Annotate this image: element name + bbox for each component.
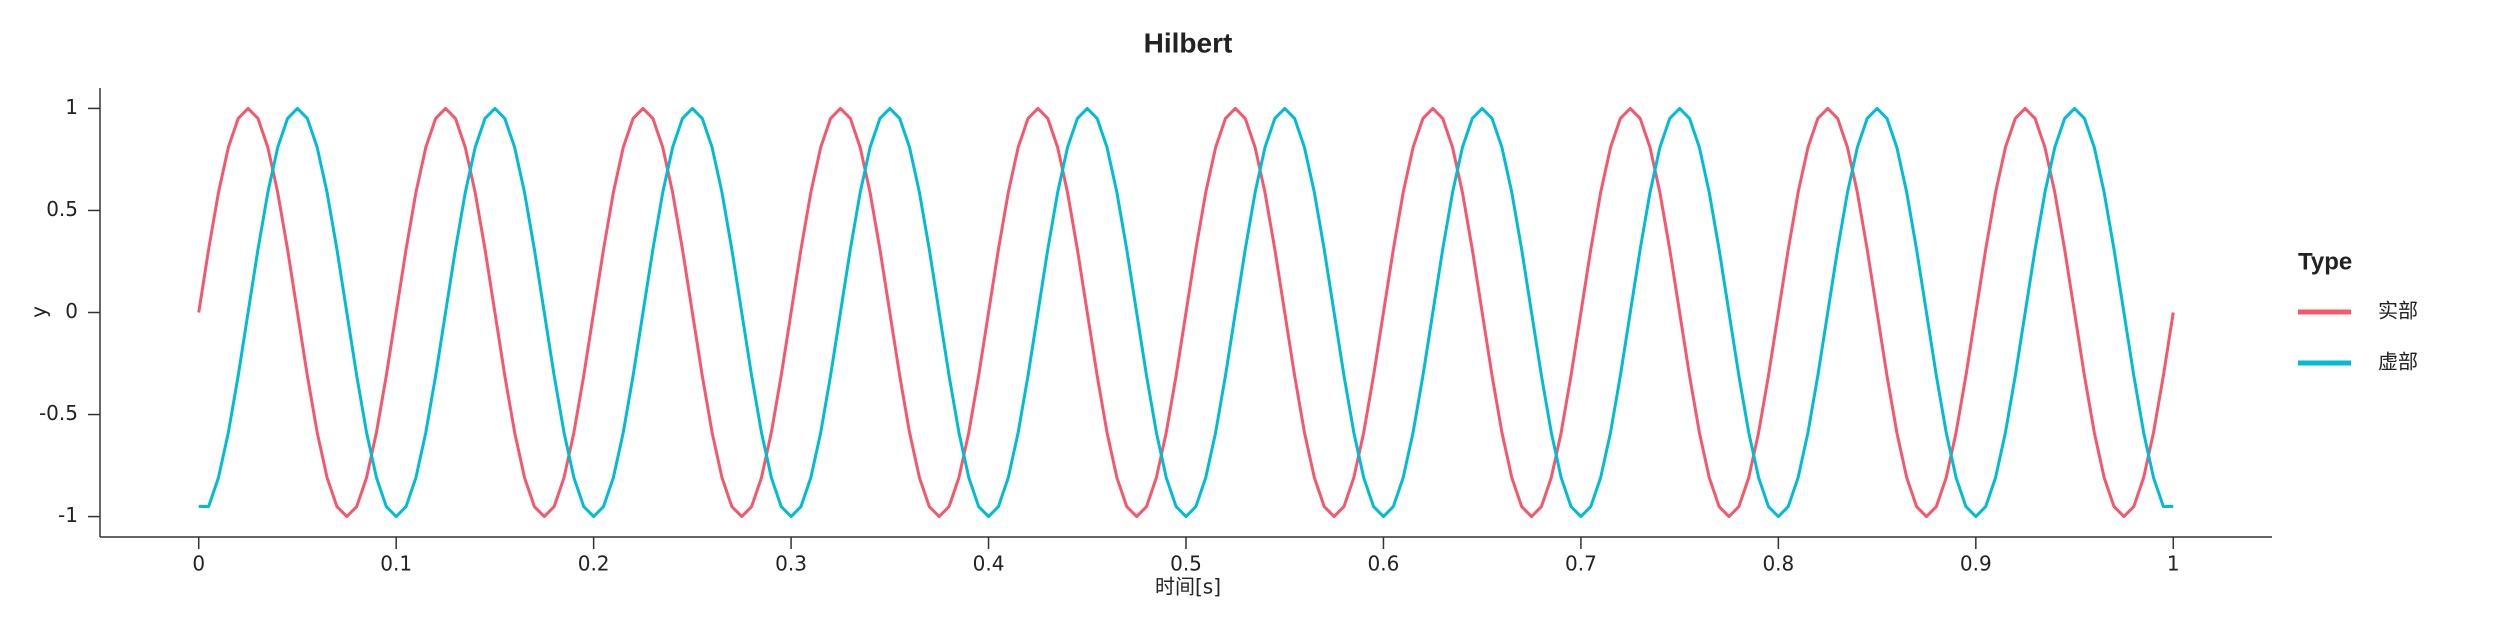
y-tick-label: -0.5 [39, 401, 78, 425]
y-tick-label: 0 [65, 299, 78, 323]
y-axis-label: y [27, 306, 51, 318]
y-tick-label: -1 [58, 503, 78, 527]
legend-title: Type [2298, 248, 2352, 275]
x-tick-label: 0.2 [578, 552, 610, 576]
y-tick-label: 1 [65, 95, 78, 119]
x-tick-label: 0.5 [1170, 552, 1202, 576]
x-tick-label: 0.4 [973, 552, 1005, 576]
x-tick-label: 0.7 [1565, 552, 1597, 576]
x-tick-label: 0.3 [775, 552, 807, 576]
x-axis-label: 时间[s] [1155, 575, 1221, 599]
x-tick-label: 0.8 [1762, 552, 1794, 576]
legend-label: 实部 [2378, 299, 2418, 323]
x-tick-label: 0 [192, 552, 205, 576]
series-line [198, 106, 2174, 519]
chart-title: Hilbert [1144, 27, 1233, 58]
legend-label: 虚部 [2378, 350, 2418, 374]
x-tick-label: 0.1 [380, 552, 412, 576]
y-tick-label: 0.5 [46, 197, 78, 221]
series-line [197, 106, 2175, 519]
x-tick-label: 1 [2167, 552, 2180, 576]
x-tick-label: 0.9 [1960, 552, 1992, 576]
x-tick-label: 0.6 [1368, 552, 1400, 576]
